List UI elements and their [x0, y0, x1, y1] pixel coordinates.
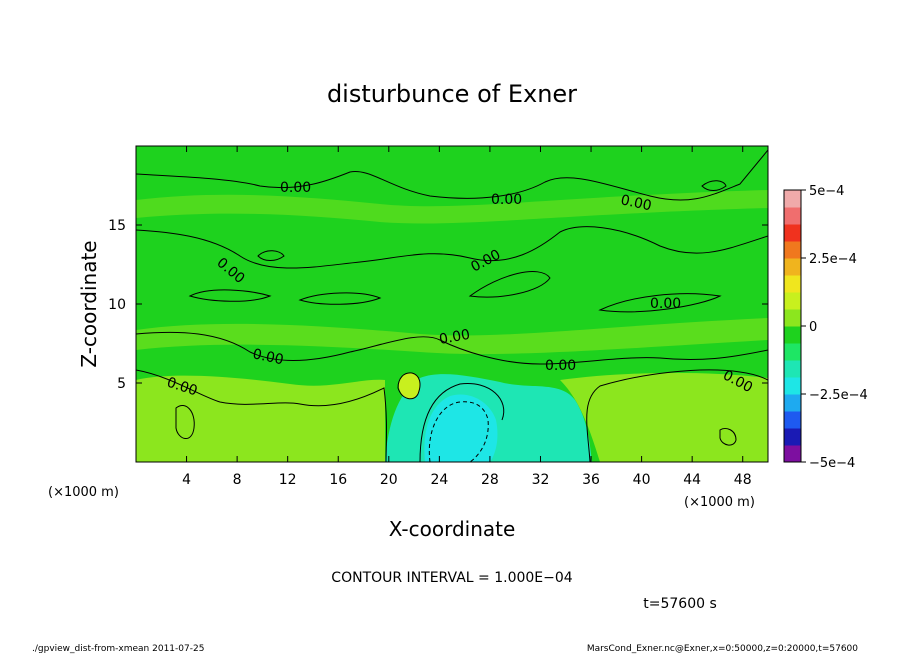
colorbar-swatch: [784, 241, 801, 259]
colorbar-swatch: [784, 343, 801, 361]
x-tick-label: 12: [279, 472, 297, 488]
contour-interval-text: CONTOUR INTERVAL = 1.000E−04: [331, 570, 572, 586]
contour-label: 0.00: [619, 192, 653, 214]
contour-line: [419, 383, 505, 462]
contour-line: [136, 369, 387, 462]
colorbar-tick-label: −5e−4: [809, 456, 855, 471]
chart-title: disturbunce of Exner: [327, 80, 577, 108]
x-axis: 4 8 12 16 20 24 28 32 36 40 44 48: [182, 146, 752, 488]
colorbar-swatch: [784, 360, 801, 378]
positive-blob: [398, 372, 420, 399]
negative-core: [424, 394, 498, 462]
contour-label: 0.00: [650, 296, 681, 312]
colorbar-swatch: [784, 394, 801, 412]
contour-lines: [136, 149, 768, 462]
footer-left: ./gpview_dist-from-xmean 2011-07-25: [32, 644, 204, 654]
positive-band-low: [136, 375, 385, 462]
colorbar-swatch: [784, 292, 801, 310]
footer-right: MarsCond_Exner.nc@Exner,x=0:50000,z=0:20…: [587, 644, 858, 654]
contour-line: [136, 226, 768, 269]
x-tick-label: 16: [329, 472, 347, 488]
x-tick-label: 4: [182, 472, 191, 488]
contour-line: [598, 293, 722, 313]
contour-label: 0.00: [280, 180, 311, 196]
y-tick-label: 5: [117, 376, 126, 392]
contour-label: 0.00: [251, 346, 285, 368]
x-unit-right: (×1000 m): [684, 495, 755, 510]
contour-line-dashed: [428, 401, 489, 462]
colorbar-swatch: [784, 190, 801, 208]
x-tick-label: 40: [633, 472, 651, 488]
y-tick-label: 15: [108, 218, 126, 234]
y-tick-label: 10: [108, 297, 126, 313]
colorbar-swatch: [784, 377, 801, 395]
colorbar-swatch: [784, 207, 801, 225]
colorbar-tick-label: 0: [809, 320, 817, 335]
contour-line: [719, 427, 737, 446]
colorbar-swatch: [784, 445, 801, 463]
x-tick-label: 20: [380, 472, 398, 488]
positive-band-low-right: [560, 372, 768, 462]
colorbar-swatch: [784, 411, 801, 429]
y-axis-label: Z-coordinate: [77, 240, 101, 367]
x-tick-label: 24: [430, 472, 448, 488]
colorbar-tick-label: −2.5e−4: [809, 388, 868, 403]
contour-line: [298, 292, 382, 305]
colorbar-swatch: [784, 275, 801, 293]
contour-line: [586, 369, 768, 462]
x-tick-label: 44: [683, 472, 701, 488]
colorbar-tick-label: 2.5e−4: [809, 252, 857, 267]
colorbar-swatch: [784, 326, 801, 344]
field-patches: [136, 190, 768, 462]
plot-area: 0.00 0.00 0.00 0.00 0.00 0.00 0.00 0.00 …: [136, 146, 768, 462]
contour-label: 0.00: [438, 327, 471, 348]
contour-line: [136, 149, 768, 201]
contour-line: [257, 250, 285, 261]
colorbar-tick-label: 5e−4: [809, 184, 844, 199]
positive-band-upper: [136, 190, 768, 224]
colorbar-swatch: [784, 309, 801, 327]
colorbar-ticks: 5e−4 2.5e−4 0 −2.5e−4 −5e−4: [801, 184, 868, 471]
contour-label: 0.00: [545, 358, 576, 374]
contour-line: [136, 331, 768, 365]
x-axis-label: X-coordinate: [389, 517, 516, 541]
y-axis: 5 10 15: [108, 218, 768, 392]
x-tick-label: 8: [233, 472, 242, 488]
contour-line: [468, 271, 551, 298]
colorbar: [784, 190, 801, 463]
x-unit-left: (×1000 m): [48, 485, 119, 500]
colorbar-swatch: [784, 428, 801, 446]
time-label: t=57600 s: [643, 596, 717, 612]
colorbar-swatch: [784, 224, 801, 242]
contour-line: [188, 289, 272, 302]
x-tick-label: 28: [481, 472, 499, 488]
colorbar-swatch: [784, 258, 801, 276]
contour-line: [701, 180, 727, 191]
positive-band-mid: [136, 318, 768, 355]
x-tick-label: 36: [582, 472, 600, 488]
contour-line: [397, 372, 421, 400]
contour-line: [175, 405, 195, 439]
contour-label: 0.00: [491, 192, 522, 208]
x-tick-label: 48: [734, 472, 752, 488]
x-tick-label: 32: [532, 472, 550, 488]
